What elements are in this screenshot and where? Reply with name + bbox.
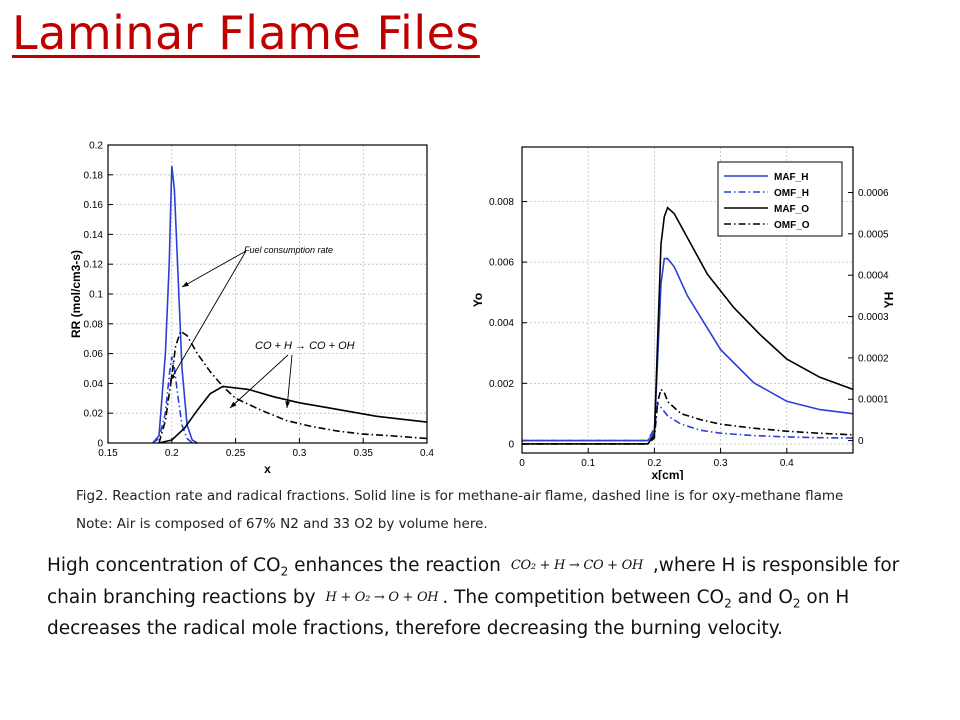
y2-tick-label: 0.0006 [858,188,889,199]
x-tick-label: 0 [519,458,525,469]
subscript: 2 [280,564,289,579]
y-tick-label: 0.18 [84,170,104,181]
x-tick-label: 0.3 [714,458,728,469]
y2-tick-label: 0.0005 [858,229,889,240]
legend-label: MAF_O [774,204,809,215]
y-tick-label: 0.16 [84,200,104,211]
figure-note: Note: Air is composed of 67% N2 and 33 O… [76,516,488,532]
equation-co2-h: CO₂ + H → CO + OH [510,558,643,573]
y-tick-label: 0.2 [89,141,103,152]
arrow-head [182,281,189,287]
arrow-head [230,401,237,408]
series-line [158,385,428,444]
annotation-arrow [169,250,247,382]
series-line [152,165,198,444]
y2-tick-label: 0.0003 [858,312,889,323]
x-axis-label: x [264,462,271,476]
subscript: 2 [724,596,732,611]
series-line-omf_o [522,387,854,445]
y-axis-label: RR (mol/cm3-s) [69,250,83,338]
body-text-part: and O [731,586,793,608]
body-text-part: on H decreases the radical mole fraction… [47,586,850,640]
body-text-part: High concentration of CO [47,555,281,576]
y-tick-label: 0 [97,439,103,450]
legend-label: MAF_H [774,172,808,183]
y-tick-label: 0.002 [489,379,514,390]
plot-frame [521,146,854,454]
body-text-part: ,where H is responsible for chain branch… [47,555,900,608]
x-tick-label: 0.3 [292,448,306,459]
x-axis-label: x[cm] [651,468,683,480]
y-tick-label: 0.02 [84,409,104,420]
series-line-maf_o [522,206,854,445]
body-text-part: . The competition between CO [442,586,725,608]
y-axis-label: Yo [471,293,485,307]
y-tick-label: 0.12 [84,260,104,271]
y-tick-label: 0.14 [84,230,104,241]
annotation-arrow [181,250,247,288]
plot-frame [107,144,428,444]
y-tick-label: 0.1 [89,290,103,301]
body-text-part: enhances the reaction [288,555,501,576]
annotation-arrow [286,354,293,409]
x-tick-label: 0.35 [353,448,373,459]
legend-label: OMF_O [774,220,810,231]
annotation-reaction-label: CO + H → CO + OH [255,340,355,352]
y-tick-label: 0.006 [489,258,514,269]
y-tick-label: 0.004 [489,318,514,329]
x-tick-label: 0.2 [647,458,661,469]
y2-tick-label: 0.0001 [858,395,889,406]
equation-h-o2: H + O₂ → O + OH [325,589,439,605]
y-tick-label: 0.04 [84,379,104,390]
y2-tick-label: 0.0002 [858,353,889,364]
mass-fraction-chart: 0 0.002 0.004 0.006 0.008 0 0.0001 0.0002 0.0003… [471,146,896,480]
y-tick-label: 0.06 [84,349,104,360]
page-title: Laminar Flame Files [12,6,480,60]
body-text: High concentration of CO2 enhances the r… [47,553,947,642]
series-line-omf_h [522,401,854,442]
arrow-head [170,374,176,381]
y2-tick-label: 0 [858,436,864,447]
y-tick-label: 0.08 [84,319,104,330]
x-tick-label: 0.2 [165,448,179,459]
annotation-fuel-label: Fuel consumption rate [244,245,333,255]
x-tick-label: 0.1 [581,458,595,469]
x-tick-label: 0.4 [420,448,434,459]
y2-tick-label: 0.0004 [858,271,889,282]
arrow-head [285,401,291,408]
legend-label: OMF_H [774,188,809,199]
y-tick-label: 0.008 [489,197,514,208]
y2-axis-label: YH [882,292,896,309]
reaction-rate-chart: 0 0.02 0.04 0.06 0.08 0.1 0.12 0.14 0.16 0.18 0.2 0… [69,141,434,477]
x-tick-label: 0.15 [98,448,118,459]
series-line-maf_h [522,257,854,442]
annotation-arrow [229,354,289,409]
x-tick-label: 0.25 [226,448,246,459]
series-line [158,330,428,444]
y-tick-label: 0 [508,439,514,450]
series-line [152,356,198,444]
figure-caption: Fig2. Reaction rate and radical fraction… [76,488,844,504]
x-tick-label: 0.4 [780,458,794,469]
subscript: 2 [792,596,801,611]
